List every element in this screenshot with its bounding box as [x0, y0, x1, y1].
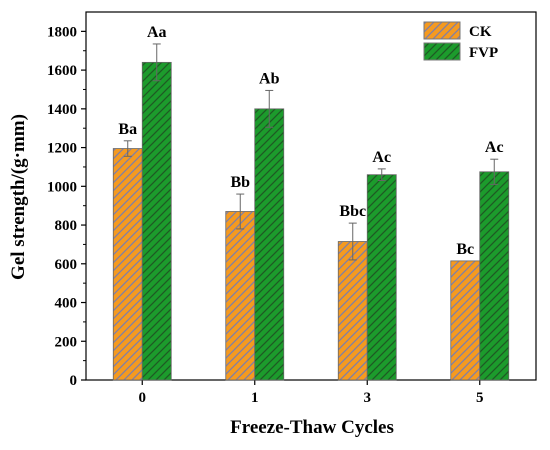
x-axis: 0 1 3 5	[139, 380, 484, 406]
y-axis-title: Gel strength/(g·mm)	[8, 114, 29, 280]
y-tick-label: 1400	[47, 102, 77, 118]
y-tick-label: 0	[70, 373, 78, 389]
legend-label-fvp: FVP	[469, 45, 498, 61]
plot-border	[85, 11, 537, 381]
bar-fvp-3	[366, 174, 397, 381]
significance-label: Aa	[147, 24, 167, 41]
y-tick-label: 1000	[47, 179, 77, 195]
significance-label: Ac	[372, 149, 391, 166]
significance-label: Ab	[259, 70, 280, 87]
significance-label: Ac	[485, 139, 504, 156]
x-tick-label: 1	[251, 390, 259, 406]
bar-ck-1	[225, 211, 256, 381]
bar-ck-3	[337, 241, 368, 381]
legend-swatch-ck	[423, 21, 461, 40]
y-tick-label: 1600	[47, 63, 77, 79]
bar-fvp-0	[141, 61, 172, 381]
plot-frame	[85, 11, 537, 381]
x-axis-title: Freeze-Thaw Cycles	[230, 417, 394, 438]
bars	[112, 61, 510, 381]
legend-label-ck: CK	[469, 24, 492, 40]
significance-label: Bbc	[339, 203, 366, 220]
y-tick-label: 600	[55, 257, 78, 273]
bar-fvp-5	[479, 171, 510, 381]
y-tick-label: 800	[55, 218, 78, 234]
bar-fvp-1	[254, 108, 285, 381]
legend-swatch-fvp	[423, 42, 461, 61]
y-axis: 0 200 400 600 800 1000 1200 1400 1600 1800	[47, 24, 86, 389]
significance-label: Bb	[230, 174, 250, 191]
legend: CK FVP	[423, 21, 498, 61]
significance-label: Ba	[118, 121, 137, 138]
x-tick-label: 3	[364, 390, 372, 406]
error-bars	[123, 43, 499, 261]
y-tick-label: 1200	[47, 141, 77, 157]
bar-ck-5	[450, 260, 481, 381]
y-tick-label: 1800	[47, 24, 77, 40]
bar-ck-0	[112, 148, 143, 381]
x-tick-label: 0	[139, 390, 147, 406]
significance-label: Bc	[456, 241, 474, 258]
x-tick-label: 5	[476, 390, 484, 406]
y-tick-label: 400	[55, 296, 78, 312]
y-tick-label: 200	[55, 334, 78, 350]
significance-labels: Ba Bb Bbc Bc Aa Ab Ac Ac	[118, 24, 503, 258]
